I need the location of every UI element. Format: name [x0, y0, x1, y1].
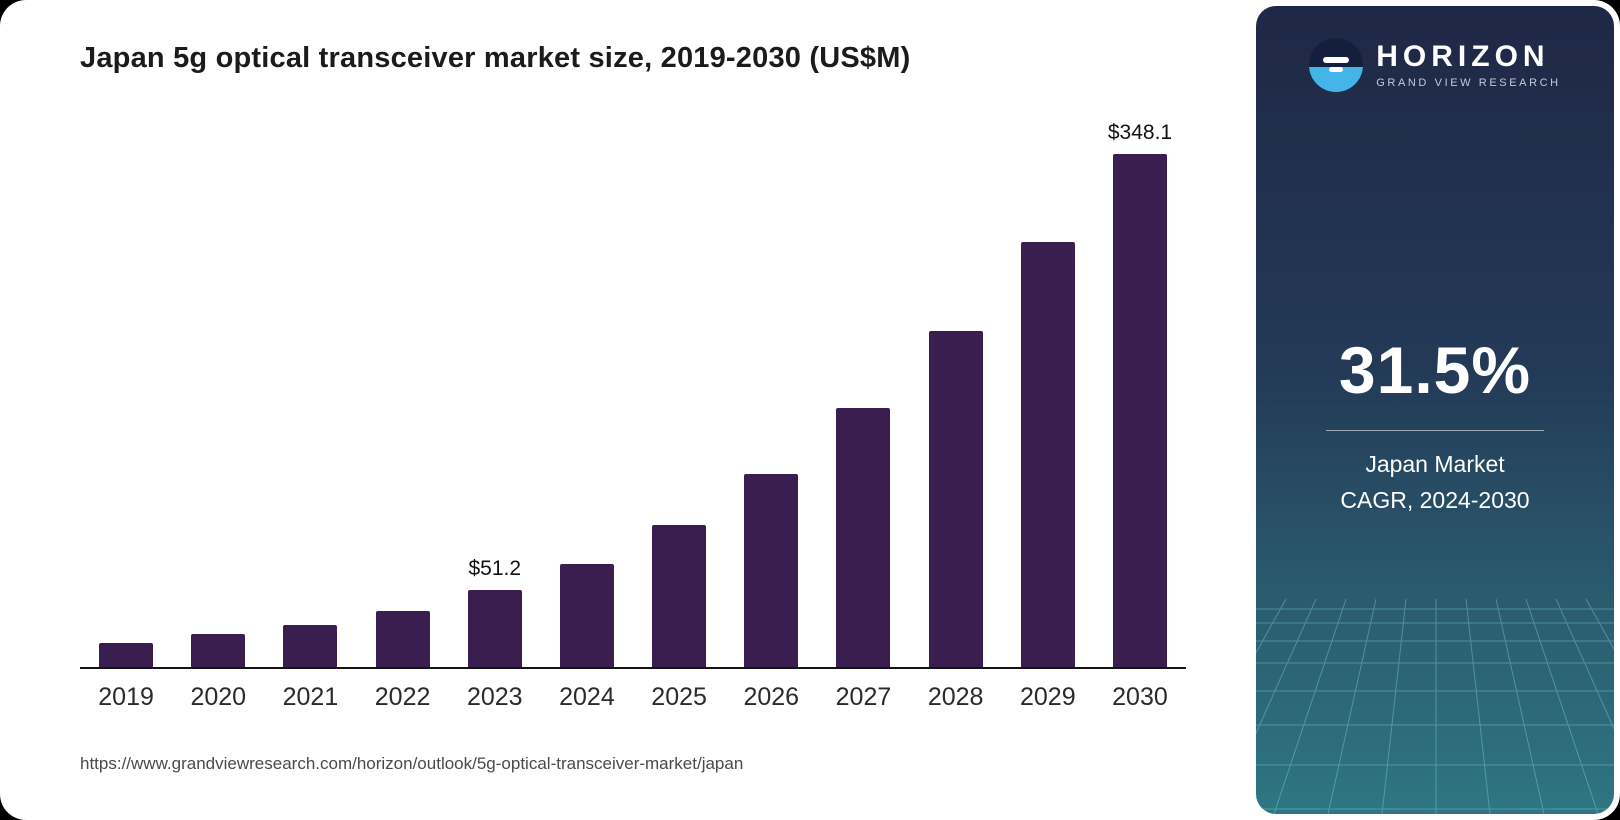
- x-axis-label: 2028: [927, 683, 984, 711]
- x-axis-label: 2022: [374, 683, 431, 711]
- x-axis-label: 2025: [651, 683, 707, 711]
- bar: [652, 525, 707, 667]
- bar-plot: $51.2 $348.1: [80, 121, 1186, 669]
- bar-value-label: $51.2: [468, 556, 522, 580]
- x-axis-labels: 2019 2020 2021 2022 2023 2024 2025 2026 2027 2028…: [80, 683, 1186, 712]
- bar-column: [1002, 121, 1094, 667]
- bar-column: $51.2: [449, 121, 541, 667]
- bar: [375, 611, 430, 667]
- x-axis-label: 2027: [835, 683, 892, 711]
- bar-column: [817, 121, 909, 667]
- bar-column: $348.1: [1094, 121, 1186, 667]
- x-axis-label: 2023: [466, 683, 523, 711]
- source-url-link[interactable]: https://www.grandviewresearch.com/horizo…: [80, 754, 744, 773]
- bar: [283, 624, 338, 667]
- bar: [191, 633, 246, 667]
- bar: [1020, 241, 1075, 667]
- bar-column: [172, 121, 264, 667]
- x-axis-label: 2021: [282, 683, 339, 711]
- stat-label-line1: Japan Market: [1365, 450, 1505, 477]
- bar: [467, 589, 522, 667]
- bar: [928, 330, 983, 667]
- horizon-sun-logo-icon: [1309, 38, 1364, 92]
- bar-value-label: $348.1: [1107, 121, 1173, 144]
- stat-divider: [1326, 429, 1544, 431]
- bar: [559, 564, 614, 667]
- bar-column: [910, 121, 1002, 667]
- wireframe-mesh-decoration: [1256, 599, 1614, 814]
- x-axis-label: 2026: [743, 683, 800, 711]
- brand-logo: HORIZON GRAND VIEW RESEARCH: [1309, 38, 1560, 92]
- brand-panel: HORIZON GRAND VIEW RESEARCH 31.5% Japan …: [1256, 6, 1614, 814]
- cagr-stat-block: 31.5% Japan Market CAGR, 2024-2030: [1326, 332, 1544, 518]
- bar: [744, 473, 799, 667]
- brand-name: HORIZON: [1376, 39, 1550, 73]
- bar-chart: $51.2 $348.1 2019 2020 2021 2022 2023 2024 2025…: [80, 121, 1186, 712]
- bar: [99, 642, 154, 667]
- chart-section: Japan 5g optical transceiver market size…: [80, 42, 1186, 773]
- chart-title: Japan 5g optical transceiver market size…: [80, 42, 911, 74]
- cagr-value: 31.5%: [1338, 332, 1532, 407]
- bar: [836, 407, 891, 667]
- x-axis-label: 2019: [98, 683, 154, 711]
- brand-subtitle: GRAND VIEW RESEARCH: [1376, 76, 1561, 89]
- x-axis-label: 2030: [1112, 683, 1168, 711]
- bar-column: [264, 121, 356, 667]
- stat-label-line2: CAGR, 2024-2030: [1340, 486, 1530, 513]
- x-axis-label: 2024: [559, 683, 615, 711]
- bar-column: [357, 121, 449, 667]
- bar-column: [633, 121, 725, 667]
- bar: [1112, 154, 1167, 667]
- bar-column: [541, 121, 633, 667]
- bar-column: [725, 121, 817, 667]
- x-axis-label: 2020: [190, 683, 247, 711]
- bar-column: [80, 121, 172, 667]
- x-axis-label: 2029: [1019, 683, 1076, 711]
